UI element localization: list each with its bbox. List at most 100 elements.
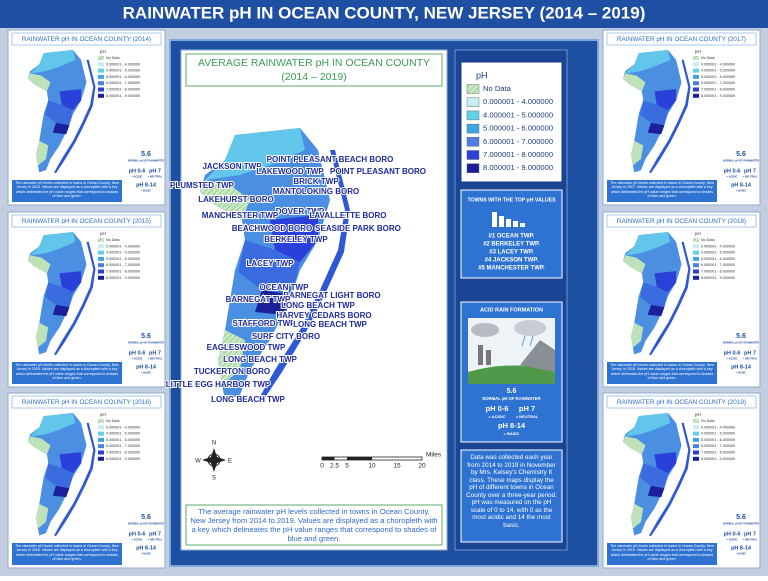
- note-box: [460, 449, 563, 543]
- year-panel-legend-label: No Data: [106, 238, 120, 242]
- year-panel-legend-swatch: [98, 425, 104, 430]
- year-panel-legend-swatch: [693, 263, 699, 268]
- year-panel-neutral: pH 7: [149, 168, 161, 174]
- year-panel-legend-swatch: [693, 425, 699, 430]
- year-panel-normal-value: 5.6: [736, 333, 746, 340]
- year-panel-legend-swatch: [98, 56, 104, 60]
- year-panel-legend-label: 5.000001 - 6.000000: [106, 257, 140, 261]
- year-panel-legend-swatch: [693, 275, 699, 280]
- year-panel-legend-swatch: [693, 81, 699, 86]
- legend-label: 5.000001 - 6.000000: [483, 124, 553, 133]
- town-label: BRICK TWP: [293, 177, 339, 186]
- year-panel-legend-label: 5.000001 - 6.000000: [701, 438, 735, 442]
- year-panel-caption-frame: The rainwater pH levels collected in tow…: [610, 363, 714, 380]
- town-label: STAFFORD TWP: [233, 319, 297, 328]
- year-panel-title: RAINWATER pH IN OCEAN COUNTY (2015): [22, 218, 151, 225]
- town-label: MANCHESTER TWP: [202, 211, 279, 220]
- year-panel-legend-label: 7.000001 - 8.000000: [701, 450, 735, 454]
- year-panel-legend-swatch: [98, 456, 104, 461]
- note: Data was collected each year from 2014 t…: [466, 454, 557, 529]
- year-panel-normal-label: NORMAL pH OF RAINWATER: [723, 159, 759, 163]
- year-panel-legend-swatch: [693, 244, 699, 249]
- map-title: (2014 – 2019): [281, 71, 346, 83]
- year-panel-title-box: [11, 32, 162, 46]
- year-panel-basic-label: = BASIC: [141, 552, 151, 556]
- year-panel-acidic-label: = ACIDIC: [131, 538, 142, 542]
- legend-swatch: [466, 97, 480, 107]
- acid-rain-basic: pH 8-14: [498, 421, 526, 430]
- top-town: #5 MANCHESTER TWP.: [478, 266, 545, 272]
- year-panel-legend-swatch: [98, 81, 104, 86]
- year-panel-legend-swatch: [98, 93, 104, 98]
- year-panel-legend-swatch: [98, 250, 104, 255]
- town-label: SEASIDE PARK BORO: [315, 224, 401, 233]
- year-panel-caption: The rainwater pH levels collected in tow…: [15, 363, 119, 380]
- year-panel-caption-frame: The rainwater pH levels collected in tow…: [15, 363, 119, 380]
- year-panel-caption-box: [607, 362, 717, 384]
- year-panel-legend-swatch: [693, 437, 699, 442]
- year-panel-legend-swatch: [98, 256, 104, 261]
- top-towns-heading: TOWNS WITH THE TOP pH VALUES: [467, 197, 556, 203]
- year-panel-legend-swatch: [693, 450, 699, 455]
- year-panel-title: RAINWATER pH IN OCEAN COUNTY (2014): [22, 36, 151, 43]
- year-panel-basic: pH 8-14: [136, 545, 157, 551]
- year-panel-legend-swatch: [693, 62, 699, 67]
- year-panel-caption: The rainwater pH levels collected in tow…: [610, 544, 714, 561]
- year-panel-neutral: pH 7: [744, 531, 756, 537]
- year-panel-legend-label: 8.000001 - 9.000000: [701, 457, 735, 461]
- year-panel-legend-swatch: [98, 431, 104, 436]
- scale-label: 0: [320, 463, 324, 470]
- year-panel-caption: The rainwater pH levels collected in tow…: [15, 544, 119, 561]
- caption-box: [185, 504, 443, 546]
- year-panel-legend-label: 4.000001 - 5.000000: [106, 69, 140, 73]
- year-panel-legend-swatch: [98, 275, 104, 280]
- year-panel-title-box: [11, 395, 162, 409]
- legend-title: pH: [476, 70, 488, 80]
- compass-letter: W: [195, 459, 201, 465]
- year-panel-acidic: pH 0-6: [724, 531, 741, 537]
- year-panel-legend-swatch: [98, 437, 104, 442]
- year-panel-legend-label: 0.000001 - 4.000000: [106, 244, 140, 248]
- acid-rain-diagram: [468, 318, 555, 384]
- legend-label: 6.000001 - 7.000000: [483, 137, 553, 146]
- year-panel-legend-swatch: [98, 87, 104, 92]
- town-label: SURF CITY BORO: [252, 332, 320, 341]
- year-panel-normal-label: NORMAL pH OF RAINWATER: [128, 341, 164, 345]
- year-panel-neutral-label: = NEUTRAL: [743, 357, 758, 361]
- year-panel-caption-frame: The rainwater pH levels collected in tow…: [610, 544, 714, 561]
- year-panel-neutral-label: = NEUTRAL: [743, 175, 758, 179]
- year-panel-legend-label: 7.000001 - 8.000000: [106, 87, 140, 91]
- year-panel-title-box: [606, 395, 757, 409]
- year-panel-basic: pH 8-14: [731, 182, 752, 188]
- year-panel-legend-label: No Data: [106, 56, 120, 60]
- year-panel-legend-swatch: [693, 93, 699, 98]
- year-panel-basic: pH 8-14: [731, 545, 752, 551]
- year-panel-normal-value: 5.6: [141, 514, 151, 521]
- year-panel-caption-frame: The rainwater pH levels collected in tow…: [610, 181, 714, 198]
- town-label: POINT PLEASANT BEACH BORO: [267, 155, 394, 164]
- year-panel-legend-swatch: [693, 419, 699, 423]
- year-panel-legend-label: 6.000001 - 7.000000: [701, 444, 735, 448]
- year-panel-acidic-label: = ACIDIC: [726, 357, 737, 361]
- year-panel-legend-swatch: [693, 68, 699, 73]
- year-panel-basic-label: = BASIC: [736, 552, 746, 556]
- year-panel-title: RAINWATER pH IN OCEAN COUNTY (2019): [617, 399, 746, 406]
- year-panel-legend-label: 7.000001 - 8.000000: [106, 269, 140, 273]
- year-panel-caption: The rainwater pH levels collected in tow…: [15, 181, 119, 198]
- year-panel-caption: The rainwater pH levels collected in tow…: [610, 363, 714, 380]
- year-panel-legend-label: 0.000001 - 4.000000: [701, 62, 735, 66]
- note-frame: Data was collected each year from 2014 t…: [466, 454, 557, 529]
- acid-rain-neutral-label: = NEUTRAL: [516, 414, 539, 419]
- year-panel-acidic: pH 0-6: [129, 350, 146, 356]
- year-panel-title: RAINWATER pH IN OCEAN COUNTY (2017): [617, 36, 746, 43]
- year-panel-legend-title: pH: [100, 49, 106, 54]
- year-panel-legend-swatch: [693, 431, 699, 436]
- year-panel-normal-label: NORMAL pH OF RAINWATER: [128, 159, 164, 163]
- year-panel-legend-label: 7.000001 - 8.000000: [701, 87, 735, 91]
- year-panel-neutral-label: = NEUTRAL: [743, 538, 758, 542]
- year-panel-caption-box: [12, 543, 122, 565]
- year-panel-title-box: [606, 32, 757, 46]
- map-title-box: [185, 53, 443, 87]
- town-label: LONG BEACH TWP: [281, 301, 355, 310]
